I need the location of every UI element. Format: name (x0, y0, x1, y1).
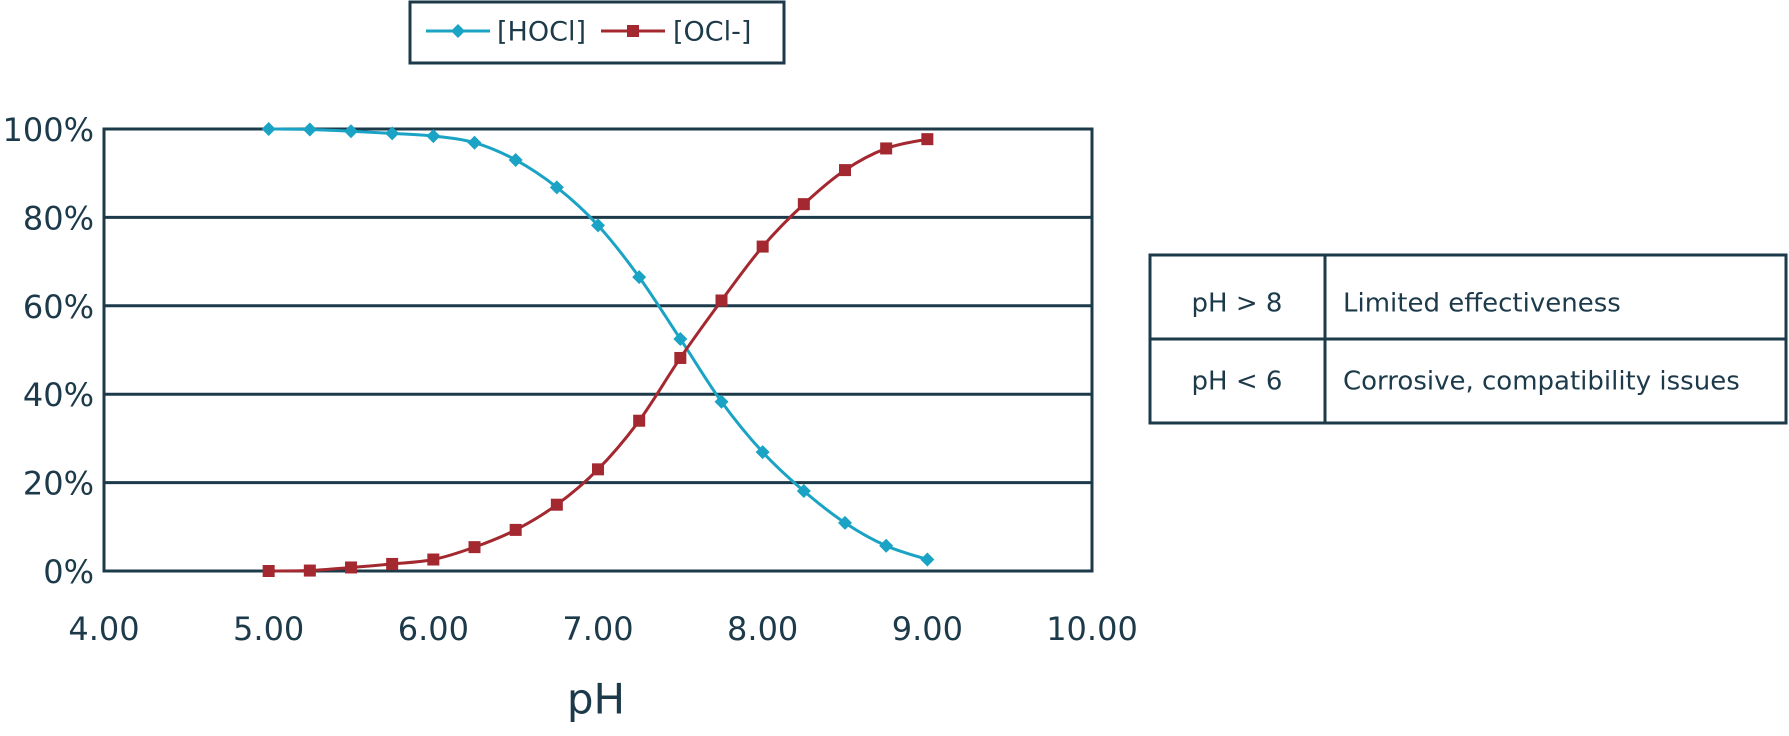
data-point (509, 523, 522, 536)
data-point (674, 351, 687, 364)
y-tick-label: 100% (3, 111, 94, 149)
table-cell: pH > 8 (1192, 289, 1283, 319)
data-point (633, 414, 646, 427)
data-point (550, 498, 563, 511)
x-tick-label: 8.00 (727, 610, 798, 648)
data-point (427, 553, 440, 566)
data-point (386, 557, 399, 570)
data-point (879, 538, 894, 553)
y-tick-label: 40% (23, 376, 94, 414)
y-tick-label: 60% (23, 288, 94, 326)
x-tick-label: 9.00 (892, 610, 963, 648)
x-axis-title: pH (567, 675, 625, 724)
data-point (921, 133, 934, 146)
data-point (303, 564, 316, 577)
y-tick-label: 0% (43, 553, 94, 591)
series-line (268, 127, 928, 561)
data-point (756, 240, 769, 253)
table-cell: pH < 6 (1192, 367, 1283, 397)
series-line (268, 137, 928, 573)
x-tick-label: 5.00 (233, 610, 304, 648)
data-point (839, 164, 851, 177)
data-point (796, 483, 811, 498)
data-point (838, 515, 852, 530)
x-tick-label: 6.00 (398, 610, 469, 648)
data-point (632, 270, 647, 285)
data-point (715, 294, 728, 307)
data-point (344, 124, 358, 139)
data-point (426, 129, 441, 144)
data-point (673, 331, 688, 346)
data-point (755, 445, 770, 460)
legend-marker (451, 24, 465, 38)
legend-label: [OCl-] (673, 17, 751, 48)
data-point (302, 122, 317, 137)
data-point (714, 394, 729, 409)
data-point (880, 142, 893, 155)
data-point (261, 122, 276, 136)
y-tick-label: 80% (23, 199, 94, 237)
data-point (345, 561, 357, 574)
x-tick-label: 10.00 (1046, 610, 1138, 648)
x-tick-label: 4.00 (68, 610, 139, 648)
legend-marker (627, 25, 639, 37)
y-tick-label: 20% (23, 465, 94, 503)
data-point (262, 565, 275, 577)
data-point (591, 218, 605, 233)
data-point (797, 198, 810, 211)
legend-label: [HOCl] (497, 17, 586, 48)
table-cell: Limited effectiveness (1343, 289, 1621, 319)
table-cell: Corrosive, compatibility issues (1343, 367, 1740, 397)
data-point (592, 463, 604, 476)
data-point (385, 126, 400, 141)
data-point (468, 541, 481, 554)
plot-frame (102, 127, 1094, 573)
data-point (508, 152, 523, 167)
legend-box (408, 0, 786, 65)
data-point (920, 552, 935, 567)
x-tick-label: 7.00 (562, 610, 633, 648)
data-point (467, 135, 482, 150)
data-point (549, 180, 564, 195)
